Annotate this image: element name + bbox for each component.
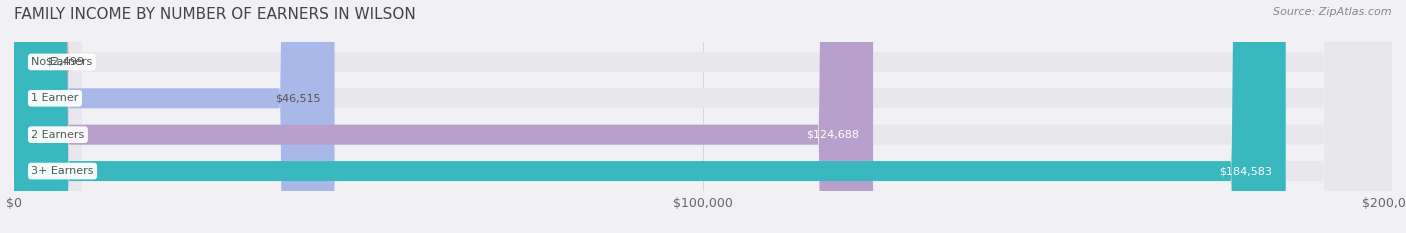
FancyBboxPatch shape — [14, 0, 1392, 233]
FancyBboxPatch shape — [14, 0, 1392, 233]
Text: 3+ Earners: 3+ Earners — [31, 166, 94, 176]
Text: $124,688: $124,688 — [806, 130, 859, 140]
Text: 2 Earners: 2 Earners — [31, 130, 84, 140]
Text: Source: ZipAtlas.com: Source: ZipAtlas.com — [1274, 7, 1392, 17]
FancyBboxPatch shape — [14, 0, 1392, 233]
Text: No Earners: No Earners — [31, 57, 93, 67]
FancyBboxPatch shape — [14, 0, 1392, 233]
Text: 1 Earner: 1 Earner — [31, 93, 79, 103]
FancyBboxPatch shape — [0, 0, 69, 233]
Text: $2,499: $2,499 — [45, 57, 84, 67]
FancyBboxPatch shape — [14, 0, 1285, 233]
Text: FAMILY INCOME BY NUMBER OF EARNERS IN WILSON: FAMILY INCOME BY NUMBER OF EARNERS IN WI… — [14, 7, 416, 22]
FancyBboxPatch shape — [14, 0, 335, 233]
Text: $184,583: $184,583 — [1219, 166, 1272, 176]
Text: $46,515: $46,515 — [276, 93, 321, 103]
FancyBboxPatch shape — [14, 0, 873, 233]
